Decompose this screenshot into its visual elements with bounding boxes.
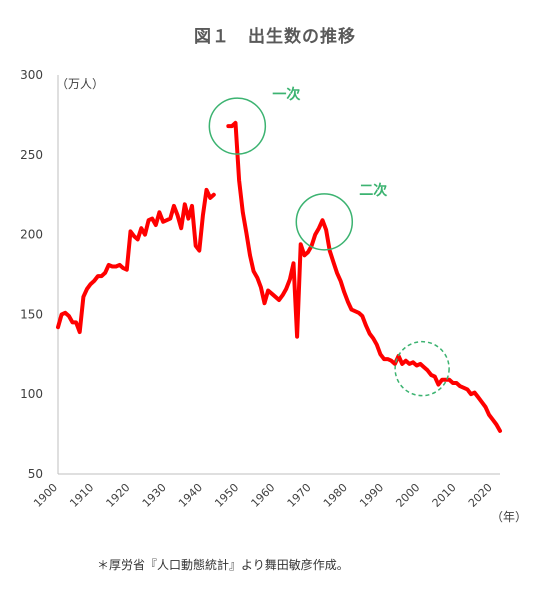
chart-title: 図１ 出生数の推移 bbox=[194, 27, 356, 47]
y-tick-label: 250 bbox=[20, 148, 43, 162]
highlight-label: 一次 bbox=[272, 86, 300, 103]
highlight-circle bbox=[295, 193, 354, 251]
x-axis-unit-label: （年） bbox=[491, 510, 527, 524]
x-tick-label: 2020 bbox=[466, 481, 495, 510]
highlight-circle bbox=[208, 97, 267, 155]
y-axis-unit-label: （万人） bbox=[56, 77, 104, 91]
x-tick-label: 1960 bbox=[249, 481, 278, 510]
y-tick-label: 300 bbox=[20, 68, 43, 82]
highlight-label: 二次 bbox=[359, 182, 387, 199]
x-tick-label: 1980 bbox=[321, 481, 350, 510]
x-tick-label: 1970 bbox=[285, 481, 314, 510]
y-tick-label: 200 bbox=[20, 228, 43, 242]
y-tick-label: 50 bbox=[28, 467, 43, 481]
x-tick-label: 1990 bbox=[357, 481, 386, 510]
highlight-circle bbox=[394, 340, 450, 397]
x-tick-label: 1900 bbox=[31, 481, 60, 510]
x-tick-label: 1950 bbox=[212, 481, 241, 510]
x-tick-label: 1920 bbox=[104, 481, 133, 510]
x-tick-label: 2010 bbox=[430, 481, 459, 510]
source-footnote: ＊厚労省『人口動態統計』より舞田敏彦作成。 bbox=[97, 558, 349, 572]
y-tick-label: 100 bbox=[20, 387, 43, 401]
x-tick-label: 1910 bbox=[67, 481, 96, 510]
birth-count-line bbox=[226, 120, 502, 433]
x-tick-label: 1940 bbox=[176, 481, 205, 510]
birth-count-line bbox=[56, 187, 216, 334]
x-tick-label: 2000 bbox=[393, 481, 422, 510]
y-tick-label: 150 bbox=[20, 307, 43, 321]
x-tick-label: 1930 bbox=[140, 481, 169, 510]
